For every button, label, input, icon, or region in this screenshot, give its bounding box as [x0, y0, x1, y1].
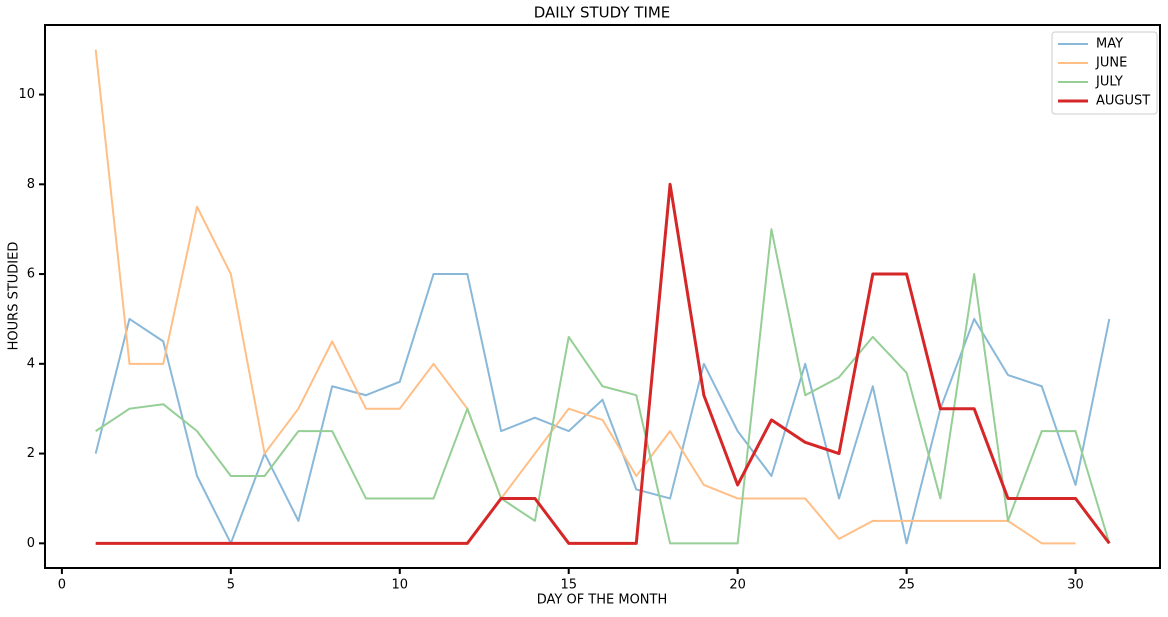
y-axis-label: HOURS STUDIED — [7, 242, 22, 351]
y-tick-label: 0 — [27, 536, 35, 551]
x-tick-label: 0 — [58, 578, 66, 593]
plot-frame — [44, 24, 1161, 569]
x-tick-label: 10 — [391, 578, 408, 593]
y-tick-label: 8 — [27, 177, 35, 192]
y-tick-label: 2 — [27, 446, 35, 461]
legend-label: MAY — [1096, 37, 1123, 52]
legend-label: JULY — [1095, 75, 1123, 90]
x-tick-label: 5 — [227, 578, 235, 593]
series-line — [95, 228, 1111, 545]
y-tick-label: 6 — [27, 267, 35, 282]
x-tick-label: 25 — [898, 578, 915, 593]
series-line — [95, 182, 1111, 545]
x-tick-label: 15 — [560, 578, 577, 593]
legend-label: AUGUST — [1096, 94, 1150, 109]
chart-title: DAILY STUDY TIME — [534, 4, 671, 22]
x-tick-label: 30 — [1067, 578, 1084, 593]
legend-label: JUNE — [1095, 56, 1127, 71]
y-tick-label: 10 — [18, 87, 35, 102]
series-line — [94, 49, 1076, 545]
legend-box — [1051, 31, 1158, 115]
x-tick-label: 20 — [729, 578, 746, 593]
y-tick-label: 4 — [27, 356, 35, 371]
x-axis-label: DAY OF THE MONTH — [537, 593, 668, 608]
